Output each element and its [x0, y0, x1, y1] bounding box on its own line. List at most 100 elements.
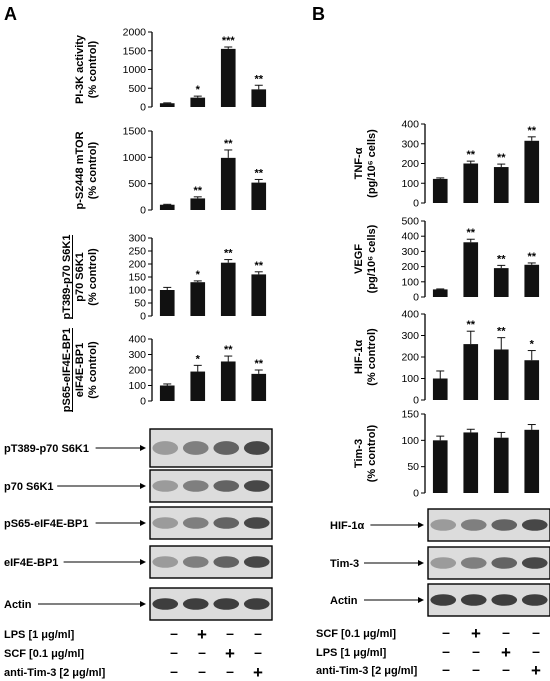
panel-b-chart-2: 0 100 200 300 400 500 ** ** ** VEGF (pg/10⁶ cells)	[353, 216, 540, 304]
y-axis-label: PI-3K activity	[74, 34, 86, 104]
blot-band	[243, 441, 270, 455]
y-tick-label: 300	[401, 246, 419, 258]
treatment-sign: –	[170, 625, 178, 641]
panel-b-chart-4: 0 50 100 150 Tim-3 (% control)	[353, 409, 540, 500]
blot-band	[460, 557, 487, 569]
treatment-label: LPS [1 μg/ml]	[316, 647, 387, 659]
blot-band	[213, 556, 240, 568]
y-axis-label: VEGF	[353, 244, 365, 274]
panel-b-treatment-1: SCF [0.1 μg/ml] – + – –	[316, 624, 540, 643]
treatment-sign: –	[254, 625, 262, 641]
y-tick-label: 0	[140, 102, 146, 114]
y-axis-label: eIF4E-BP1	[74, 343, 86, 397]
y-tick-label: 200	[401, 352, 419, 364]
bar	[463, 163, 479, 203]
blot-arrowhead	[140, 445, 146, 451]
significance-label: **	[254, 260, 263, 272]
y-tick-label: 100	[401, 373, 419, 385]
bar	[524, 360, 540, 400]
y-tick-label: 300	[128, 233, 146, 245]
significance-label: **	[497, 152, 506, 164]
blot-band	[182, 441, 209, 455]
significance-label: *	[196, 84, 201, 96]
blot-arrowhead	[418, 597, 424, 603]
treatment-label: anti-Tim-3 [2 μg/ml]	[316, 665, 418, 677]
y-axis-label: HIF-1α	[353, 340, 365, 375]
y-tick-label: 150	[401, 409, 419, 421]
treatment-sign: –	[442, 643, 450, 659]
treatment-sign: +	[531, 661, 541, 680]
treatment-sign: +	[471, 624, 481, 643]
y-tick-label: 0	[140, 311, 146, 323]
bar	[463, 344, 479, 400]
blot-band	[491, 594, 518, 606]
y-tick-label: 150	[128, 272, 146, 284]
bar	[463, 432, 479, 493]
y-axis-label: (pg/10⁶ cells)	[366, 224, 378, 293]
blot-label: eIF4E-BP1	[4, 557, 58, 569]
blot-label: HIF-1α	[330, 520, 365, 532]
panel-b-letter: B	[312, 4, 325, 24]
blot-band	[430, 519, 457, 531]
blot-band	[521, 519, 548, 531]
y-tick-label: 0	[413, 292, 419, 304]
y-tick-label: 1000	[123, 152, 147, 164]
bar	[524, 140, 540, 203]
blot-label: pS65-eIF4E-BP1	[4, 518, 88, 530]
bar	[524, 429, 540, 493]
treatment-label: SCF [0.1 μg/ml]	[316, 628, 396, 640]
blot-band	[243, 556, 270, 568]
y-tick-label: 0	[413, 198, 419, 210]
bar	[190, 97, 206, 107]
bar	[190, 282, 206, 316]
y-tick-label: 300	[401, 138, 419, 150]
blot-band	[182, 480, 209, 492]
panel-a-letter: A	[4, 4, 17, 24]
y-axis-label: (% control)	[366, 328, 378, 386]
blot-band	[460, 594, 487, 606]
y-tick-label: 100	[401, 178, 419, 190]
treatment-label: LPS [1 μg/ml]	[4, 629, 75, 641]
significance-label: **	[254, 358, 263, 370]
treatment-sign: –	[198, 644, 206, 660]
treatment-label: SCF [0.1 μg/ml]	[4, 648, 84, 660]
treatment-sign: –	[170, 644, 178, 660]
significance-label: ***	[222, 35, 236, 47]
panel-a-treatment-1: LPS [1 μg/ml] – + – –	[4, 625, 262, 644]
significance-label: *	[196, 353, 201, 365]
bar	[524, 264, 540, 297]
treatment-sign: –	[170, 663, 178, 679]
y-axis-label: (% control)	[87, 248, 99, 306]
bar	[159, 385, 175, 401]
treatment-sign: –	[532, 624, 540, 640]
y-tick-label: 100	[128, 380, 146, 392]
blot-band	[243, 598, 270, 610]
significance-label: **	[224, 248, 233, 260]
treatment-sign: –	[198, 663, 206, 679]
significance-label: **	[466, 319, 475, 331]
blot-label: pT389-p70 S6K1	[4, 443, 89, 455]
blot-band	[152, 517, 179, 529]
blot-band	[182, 556, 209, 568]
significance-label: **	[466, 227, 475, 239]
bar	[493, 437, 509, 493]
bar	[190, 371, 206, 401]
blot-band	[213, 441, 240, 455]
y-tick-label: 500	[128, 178, 146, 190]
bar	[432, 178, 448, 203]
blot-arrowhead	[140, 601, 146, 607]
bar	[432, 440, 448, 493]
blot-band	[521, 594, 548, 606]
significance-label: **	[254, 73, 263, 85]
significance-label: *	[196, 269, 201, 281]
y-axis-label: (% control)	[87, 40, 99, 98]
significance-label: **	[527, 125, 536, 137]
y-tick-label: 0	[140, 396, 146, 408]
y-tick-label: 200	[401, 261, 419, 273]
significance-label: **	[527, 251, 536, 263]
bar	[159, 204, 175, 210]
panel-a-blot-3: pS65-eIF4E-BP1	[4, 506, 273, 540]
panel-a-blot-4: eIF4E-BP1	[4, 545, 273, 579]
